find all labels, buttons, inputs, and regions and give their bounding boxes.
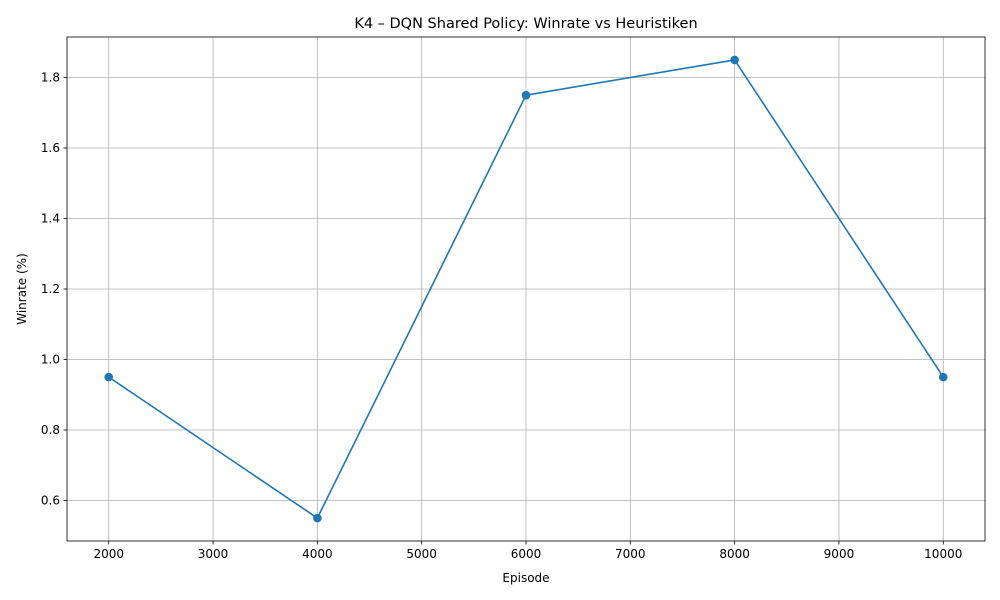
data-point bbox=[104, 372, 114, 382]
x-tick-label: 4000 bbox=[302, 547, 333, 561]
x-tick-label: 3000 bbox=[198, 547, 229, 561]
x-axis-label: Episode bbox=[502, 571, 549, 585]
y-tick-label: 0.8 bbox=[41, 423, 60, 437]
x-tick-label: 5000 bbox=[406, 547, 437, 561]
x-tick-label: 8000 bbox=[719, 547, 750, 561]
y-tick-label: 1.2 bbox=[41, 282, 60, 296]
y-tick-label: 1.4 bbox=[41, 212, 60, 226]
data-point bbox=[521, 90, 531, 100]
x-tick-label: 10000 bbox=[924, 547, 962, 561]
series-layer bbox=[104, 55, 948, 523]
x-tick-label: 9000 bbox=[824, 547, 855, 561]
y-axis-label: Winrate (%) bbox=[15, 253, 29, 325]
chart-title: K4 – DQN Shared Policy: Winrate vs Heuri… bbox=[354, 16, 697, 32]
x-tick-label: 7000 bbox=[615, 547, 646, 561]
y-tick-label: 0.6 bbox=[41, 494, 60, 508]
grid-lines bbox=[67, 37, 985, 541]
y-tick-label: 1.6 bbox=[41, 141, 60, 155]
x-tick-label: 6000 bbox=[511, 547, 542, 561]
y-tick-label: 1.0 bbox=[41, 353, 60, 367]
y-tick-label: 1.8 bbox=[41, 71, 60, 85]
x-tick-label: 2000 bbox=[93, 547, 124, 561]
data-point bbox=[313, 513, 322, 523]
data-point bbox=[938, 372, 948, 382]
data-point bbox=[730, 55, 739, 65]
axis-ticks: 2000 3000 4000 5000 6000 7000 8000 9000 10000 0.6… bbox=[41, 71, 962, 561]
